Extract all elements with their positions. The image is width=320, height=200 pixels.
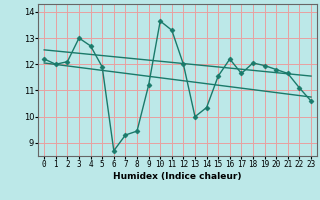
- X-axis label: Humidex (Indice chaleur): Humidex (Indice chaleur): [113, 172, 242, 181]
